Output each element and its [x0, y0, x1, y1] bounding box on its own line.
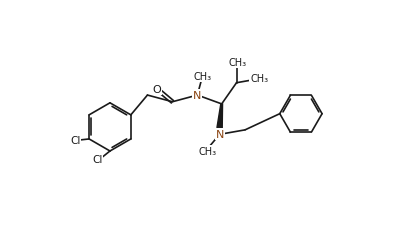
Text: N: N: [193, 91, 201, 101]
Text: CH₃: CH₃: [199, 146, 217, 156]
Text: N: N: [215, 130, 224, 140]
Text: CH₃: CH₃: [228, 58, 246, 68]
Text: CH₃: CH₃: [250, 74, 268, 84]
Text: O: O: [152, 85, 161, 95]
Text: CH₃: CH₃: [194, 72, 212, 82]
Text: Cl: Cl: [70, 136, 80, 146]
Polygon shape: [217, 104, 222, 128]
Text: Cl: Cl: [92, 155, 103, 164]
